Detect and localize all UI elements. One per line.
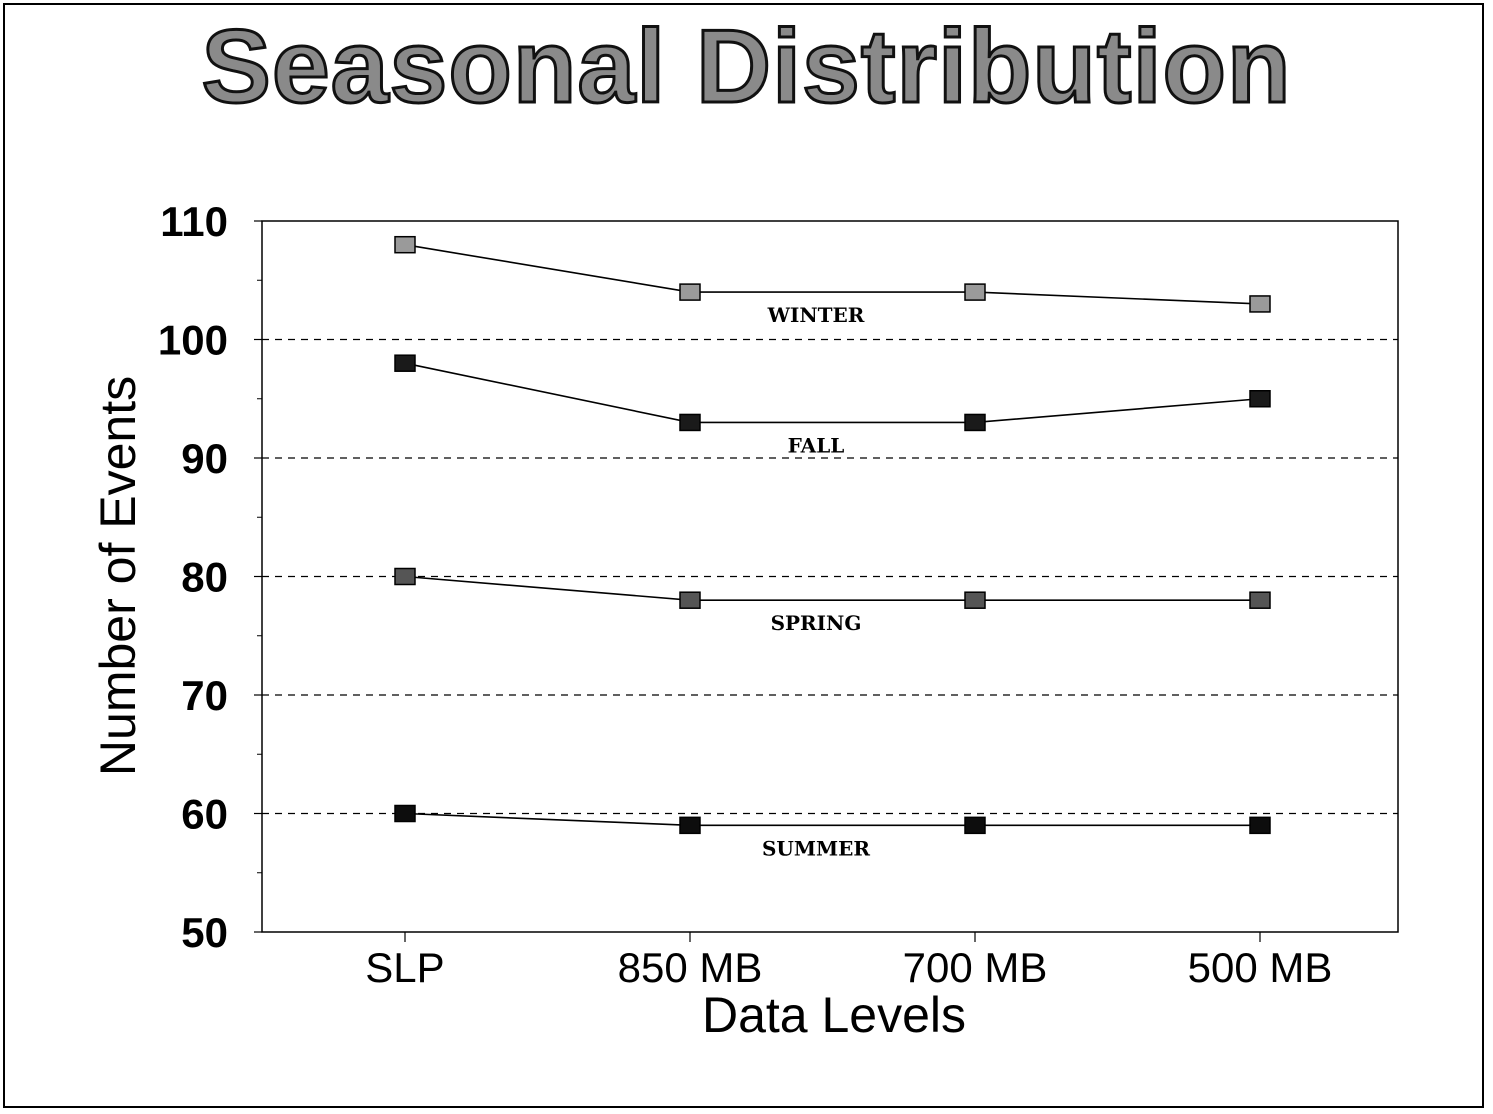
series-fall: FALL	[394, 354, 1271, 457]
chart-frame	[3, 3, 1484, 1108]
data-point	[679, 591, 701, 609]
series-winter: WINTER	[394, 235, 1271, 327]
x-axis-label: Data Levels	[702, 987, 966, 1043]
y-tick-label: 100	[158, 317, 228, 364]
series-label: SUMMER	[762, 836, 870, 860]
series-line	[404, 575, 1260, 602]
series-line	[404, 243, 1261, 305]
series-label: FALL	[788, 433, 845, 457]
y-tick-label: 90	[181, 435, 228, 482]
x-tick-label: 700 MB	[903, 944, 1048, 991]
data-point	[679, 816, 701, 835]
data-point	[679, 413, 701, 432]
data-point	[679, 283, 701, 301]
data-point	[964, 283, 986, 301]
data-point	[1249, 591, 1271, 609]
x-axis: SLP 850 MB 700 MB 500 MB	[365, 932, 1332, 991]
data-point	[964, 816, 986, 835]
data-point	[1249, 295, 1271, 313]
y-axis: 50 60 70 80 90 100 110	[158, 198, 262, 956]
y-tick-label: 70	[181, 672, 228, 719]
data-point	[394, 354, 416, 372]
y-tick-label: 50	[181, 909, 228, 956]
chart-title: Seasonal Distribution	[200, 8, 1292, 127]
data-point	[964, 591, 986, 609]
series-group: WINTER FALL SPRING SUMMER	[394, 235, 1271, 860]
y-tick-label: 60	[181, 791, 228, 838]
data-point	[394, 804, 416, 823]
x-tick-label: 850 MB	[618, 944, 763, 991]
x-tick-label: SLP	[365, 944, 444, 991]
x-tick-label: 500 MB	[1188, 944, 1333, 991]
series-label: SPRING	[771, 611, 862, 635]
series-spring: SPRING	[394, 567, 1271, 635]
y-tick-label: 80	[181, 554, 228, 601]
data-point	[1249, 390, 1271, 408]
y-tick-label: 110	[160, 198, 228, 245]
data-point	[1249, 816, 1271, 835]
data-point	[394, 235, 416, 254]
data-point	[394, 567, 416, 586]
y-axis-label: Number of Events	[90, 376, 146, 776]
series-label: WINTER	[767, 303, 865, 327]
grid-lines	[262, 338, 1398, 815]
series-summer: SUMMER	[394, 804, 1271, 860]
series-line	[404, 362, 1261, 424]
data-point	[964, 413, 986, 432]
series-line	[404, 812, 1260, 827]
